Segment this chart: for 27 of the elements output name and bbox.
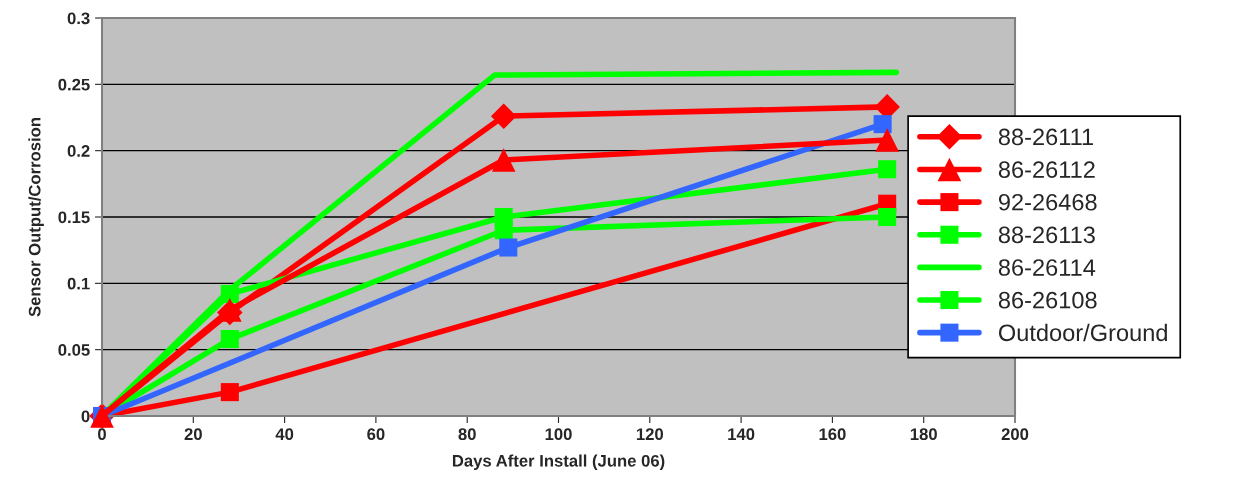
x-tick-label: 120 [636,428,664,441]
y-tick-label: 0.25 [58,78,90,91]
x-tick-label: 40 [275,428,294,441]
y-tick-label: 0.15 [58,211,90,224]
legend-label: 86-26108 [998,291,1097,309]
x-tick-label: 80 [458,428,476,441]
y-tick-label: 0.05 [58,344,90,356]
x-tick-label: 0 [98,428,106,441]
legend-label: 86-26114 [998,259,1096,276]
x-tick-label: 20 [184,428,202,441]
x-tick-label: 60 [367,428,385,441]
x-tick-label: 100 [545,428,572,441]
x-tick-label: 160 [819,428,846,441]
y-tick-label: 0 [81,410,90,423]
x-axis-title: Days After Install (June 06) [452,454,665,470]
legend-label: 92-26468 [998,193,1097,211]
x-tick-label: 200 [1001,428,1029,441]
y-tick-label: 0.3 [67,12,90,25]
x-tick-label: 140 [728,428,755,441]
x-tick-label: 180 [910,428,937,441]
y-tick-label: 0.2 [67,145,90,157]
y-axis-title: Sensor Output/Corrosion [28,118,44,317]
y-tick-label: 0.1 [67,277,90,290]
legend-label: 86-26112 [998,161,1095,178]
legend-label: Outdoor/Ground [998,323,1167,342]
legend-label: 88-26111 [998,128,1093,146]
legend-label: 88-26113 [998,226,1095,244]
